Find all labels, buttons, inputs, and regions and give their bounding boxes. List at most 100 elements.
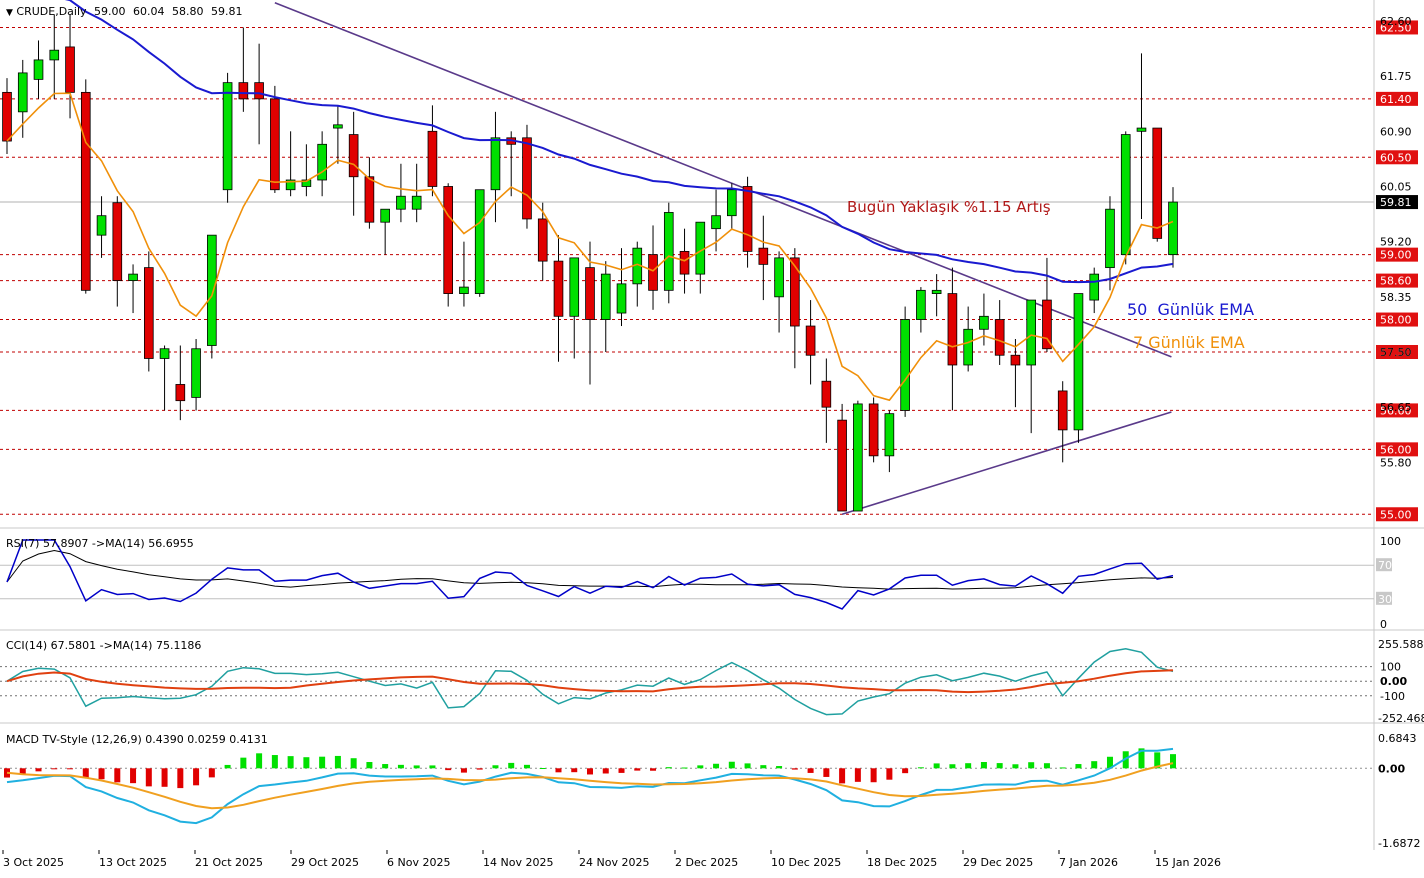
bull-candle [96,215,107,236]
bear-candle [537,218,548,262]
bull-candle [474,189,485,294]
macd-hist-down [82,768,89,778]
macd-hist-down [460,768,467,773]
bear-candle [553,260,564,317]
bull-candle [663,212,674,291]
trendlines [274,2,1172,516]
level-label: 59.81 [1380,196,1412,209]
bull-candle [380,208,390,223]
macd-hist-up [1170,754,1176,769]
macd-hist-up [413,765,420,769]
bull-candle [301,179,312,187]
cci-ma-line [6,669,1174,694]
cci-axis-label: -100 [1380,690,1405,703]
bull-candle [333,124,343,129]
macd-axis-label: 0.00 [1378,762,1405,775]
level-label-bg [1376,91,1418,106]
date-label: 15 Jan 2026 [1155,856,1221,869]
macd-hist-up [1154,752,1161,769]
ema50-annotation: 50 Günlük EMA [1127,300,1255,319]
macd-hist-up [996,763,1003,769]
macd-hist-up [350,758,357,769]
macd-hist-up [1122,751,1129,769]
macd-hist-down [571,768,578,773]
level-label-bg [1376,403,1418,418]
bear-candle [1057,390,1068,431]
cci-axis-label: 0.00 [1380,675,1407,688]
macd-hist-up [933,763,940,769]
macd-hist-down [555,768,562,773]
macd-hist-down [114,768,121,783]
headline-annotation: Bugün Yaklaşık %1.15 Artış [847,198,1051,216]
date-label: 24 Nov 2025 [579,856,649,869]
level-label: 60.50 [1380,151,1412,164]
macd-hist-down [193,768,200,786]
bull-candle [695,221,706,275]
cci-title: CCI(14) 67.5801 ->MA(14) 75.1186 [6,639,202,652]
level-label-bg [1376,344,1418,359]
macd-hist-down [791,768,798,770]
bull-candle [1120,134,1131,256]
bull-candle [128,273,138,281]
rsi-axis-label: 0 [1380,618,1387,631]
bull-candle [931,289,942,294]
bull-candle [1073,293,1084,431]
level-label: 57.50 [1380,346,1412,359]
level-label-bg [1376,312,1418,327]
macd-hist-up [271,755,278,769]
cci-axis-label: -252.468 [1378,712,1424,725]
macd-hist-up [539,768,546,770]
bull-candle [490,137,501,191]
bull-candle [884,413,895,457]
date-label: 14 Nov 2025 [483,856,553,869]
ema7-annotation: 7 Günlük EMA [1133,333,1245,352]
price-tick-label: 61.75 [1380,70,1412,83]
macd-hist-up [728,761,735,769]
bear-candle [742,186,753,252]
symbol-header: ▼ CRUDE,Daily 59.00 60.04 58.80 59.81 [6,5,243,18]
descending-trendline [274,2,1172,358]
level-label-bg [1376,195,1418,210]
macd-hist-up [1091,761,1098,769]
bear-candle [947,293,958,366]
ohlc-open: 59.00 [94,5,126,18]
ema7-line [6,92,1174,402]
bear-candle [2,91,12,142]
bull-candle [1105,208,1115,269]
bear-candle [143,267,154,359]
ohlc-high: 60.04 [133,5,165,18]
dropdown-triangle-icon[interactable]: ▼ [6,8,13,18]
bull-candle [207,234,217,346]
macd-hist-up [1043,763,1050,769]
bear-candle [175,384,186,402]
moving-averages [6,0,1174,402]
bull-candle [285,179,296,191]
level-label: 61.40 [1380,93,1412,106]
bull-candle [616,283,627,314]
bull-candle [1168,201,1178,256]
date-label: 10 Dec 2025 [771,856,841,869]
bear-candle [364,176,375,223]
cci-axis-label: 100 [1380,661,1401,674]
bull-candle [600,273,611,320]
macd-hist-up [1028,762,1035,769]
bull-candle [191,348,201,398]
cci-axis-label: 255.588 [1378,638,1424,651]
macd-title: MACD TV-Style (12,26,9) 0.4390 0.0259 0.… [6,733,268,746]
macd-panel: 0.6843 0.00 -1.6872 [0,732,1420,850]
macd-hist-up [1106,756,1113,769]
macd-hist-up [980,762,987,769]
macd-hist-down [67,768,74,770]
bull-candle [900,319,910,411]
bull-candle [1089,273,1100,301]
bear-candle [65,46,75,93]
date-label: 29 Dec 2025 [963,856,1033,869]
rsi-panel: 100 70 30 0 [0,535,1401,631]
price-tick-label: 60.90 [1380,125,1412,138]
bear-candle [254,82,264,100]
bear-candle [805,325,816,356]
macd-hist-down [476,768,483,770]
macd-hist-down [618,768,625,773]
